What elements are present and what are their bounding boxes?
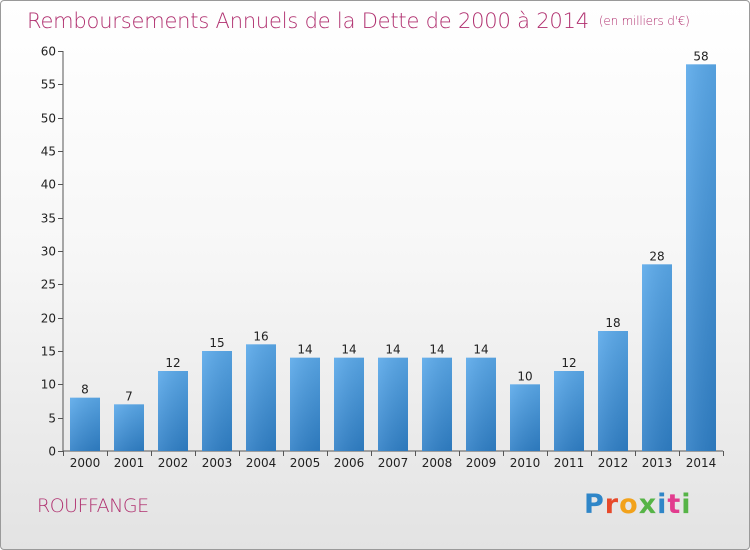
x-tick-label: 2009 [466, 456, 497, 470]
y-tick-label: 5 [48, 412, 56, 426]
y-tick-label: 30 [41, 245, 56, 259]
x-tick-label: 2005 [290, 456, 321, 470]
bar-shade [290, 357, 320, 451]
chart-unit: (en milliers d'€) [598, 14, 690, 28]
y-tick-label: 55 [41, 78, 56, 92]
bar-value-label: 28 [649, 249, 664, 263]
x-tick-label: 2006 [334, 456, 365, 470]
x-tick-label: 2001 [114, 456, 145, 470]
commune-name: ROUFFANGE [37, 495, 149, 517]
logo-letter: r [604, 489, 620, 520]
bar-shade [554, 371, 584, 451]
bar-value-label: 14 [473, 343, 488, 357]
bar-value-label: 8 [81, 383, 89, 397]
bar-shade [202, 351, 232, 451]
x-tick-label: 2008 [422, 456, 453, 470]
logo-letter: o [619, 489, 639, 520]
bar-shade [70, 397, 100, 451]
bar-value-label: 14 [297, 343, 312, 357]
bar-value-label: 12 [561, 356, 576, 370]
logo-letter: t [667, 489, 682, 520]
x-tick-label: 2002 [158, 456, 189, 470]
bar-shade [466, 357, 496, 451]
bar-shade [334, 357, 364, 451]
bar-value-label: 14 [385, 343, 400, 357]
bar-shade [598, 331, 628, 451]
x-tick-label: 2004 [246, 456, 277, 470]
logo-letter: i [657, 489, 668, 520]
logo-letter: i [681, 489, 692, 520]
bar-shade [114, 404, 144, 451]
y-tick-label: 25 [41, 278, 56, 292]
x-tick-label: 2012 [598, 456, 629, 470]
bar-value-label: 16 [253, 329, 268, 343]
x-tick-label: 2011 [554, 456, 585, 470]
y-tick-label: 45 [41, 145, 56, 159]
bar-value-label: 14 [429, 343, 444, 357]
chart-title-text: Remboursements Annuels de la Dette de 20… [27, 9, 589, 33]
bar-value-label: 15 [209, 336, 224, 350]
y-tick-label: 40 [41, 178, 56, 192]
x-tick-label: 2010 [510, 456, 541, 470]
bar-shade [246, 344, 276, 451]
bar-value-label: 12 [165, 356, 180, 370]
bar-value-label: 14 [341, 343, 356, 357]
bar-shade [642, 264, 672, 451]
bar-value-label: 10 [517, 369, 532, 383]
x-tick-label: 2000 [70, 456, 101, 470]
bar-value-label: 18 [605, 316, 620, 330]
bar-shade [422, 357, 452, 451]
bar-shade [686, 64, 716, 452]
bar-value-label: 7 [125, 389, 133, 403]
bar-shade [378, 357, 408, 451]
y-tick-label: 35 [41, 212, 56, 226]
x-tick-label: 2014 [686, 456, 717, 470]
y-tick-label: 0 [48, 445, 56, 459]
bar-value-label: 58 [693, 49, 708, 63]
y-tick-label: 15 [41, 345, 56, 359]
y-tick-label: 50 [41, 112, 56, 126]
logo-letter: P [584, 489, 605, 520]
chart-title: Remboursements Annuels de la Dette de 20… [27, 9, 690, 33]
x-tick-label: 2003 [202, 456, 233, 470]
bar-shade [510, 384, 540, 451]
x-tick-label: 2007 [378, 456, 409, 470]
logo-letter: x [638, 489, 658, 520]
x-tick-label: 2013 [642, 456, 673, 470]
y-tick-label: 60 [41, 45, 56, 59]
proxiti-logo: Proxiti [584, 489, 692, 520]
y-tick-label: 10 [41, 378, 56, 392]
y-tick-label: 20 [41, 312, 56, 326]
bar-shade [158, 371, 188, 451]
